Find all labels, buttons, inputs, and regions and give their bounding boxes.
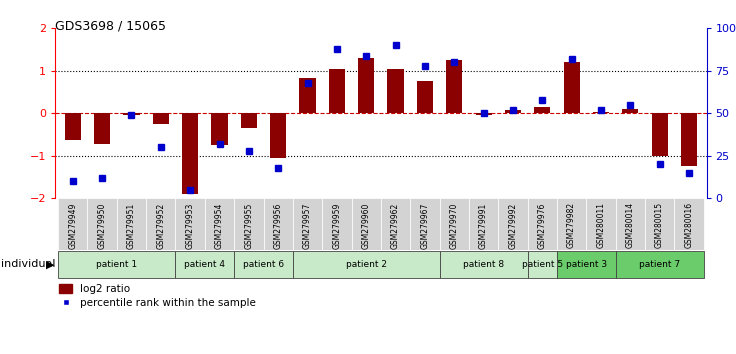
FancyBboxPatch shape	[146, 198, 175, 250]
Text: GSM279954: GSM279954	[215, 202, 224, 249]
Text: GSM279991: GSM279991	[479, 202, 488, 249]
Text: GSM279976: GSM279976	[538, 202, 547, 249]
Bar	[241, 113, 257, 128]
Text: GSM279956: GSM279956	[274, 202, 283, 249]
Bar	[300, 79, 316, 113]
Text: GSM279967: GSM279967	[420, 202, 429, 249]
Text: GDS3698 / 15065: GDS3698 / 15065	[55, 19, 166, 33]
FancyBboxPatch shape	[322, 198, 352, 250]
Bar	[182, 113, 198, 194]
Bar	[446, 60, 462, 113]
FancyBboxPatch shape	[528, 198, 557, 250]
FancyBboxPatch shape	[58, 198, 88, 250]
FancyBboxPatch shape	[439, 198, 469, 250]
Bar	[65, 113, 81, 139]
Text: GSM280015: GSM280015	[655, 202, 664, 249]
FancyBboxPatch shape	[117, 198, 146, 250]
Bar	[651, 113, 668, 156]
FancyBboxPatch shape	[439, 251, 528, 278]
Text: individual: individual	[1, 259, 55, 269]
Bar	[211, 113, 227, 145]
Bar	[534, 107, 551, 113]
Text: patient 5: patient 5	[522, 260, 563, 269]
FancyBboxPatch shape	[410, 198, 439, 250]
FancyBboxPatch shape	[645, 198, 674, 250]
FancyBboxPatch shape	[293, 251, 439, 278]
Text: GSM279950: GSM279950	[98, 202, 107, 249]
FancyBboxPatch shape	[469, 198, 498, 250]
Text: patient 2: patient 2	[346, 260, 386, 269]
Text: GSM279952: GSM279952	[156, 202, 166, 249]
FancyBboxPatch shape	[88, 198, 117, 250]
FancyBboxPatch shape	[58, 251, 175, 278]
Bar	[505, 110, 521, 113]
Bar	[153, 113, 169, 124]
FancyBboxPatch shape	[557, 251, 615, 278]
Bar	[387, 69, 403, 113]
Text: ▶: ▶	[46, 259, 55, 269]
Text: GSM279962: GSM279962	[391, 202, 400, 249]
Bar	[94, 113, 110, 144]
FancyBboxPatch shape	[234, 198, 263, 250]
Text: GSM280011: GSM280011	[596, 202, 606, 249]
Text: patient 7: patient 7	[639, 260, 680, 269]
FancyBboxPatch shape	[615, 198, 645, 250]
FancyBboxPatch shape	[263, 198, 293, 250]
Bar	[270, 113, 286, 158]
Text: patient 6: patient 6	[243, 260, 284, 269]
FancyBboxPatch shape	[615, 251, 704, 278]
FancyBboxPatch shape	[293, 198, 322, 250]
Bar	[564, 62, 580, 113]
FancyBboxPatch shape	[205, 198, 234, 250]
FancyBboxPatch shape	[381, 198, 410, 250]
Text: GSM279982: GSM279982	[567, 202, 576, 249]
FancyBboxPatch shape	[674, 198, 704, 250]
Bar	[475, 113, 492, 115]
Text: GSM280014: GSM280014	[626, 202, 634, 249]
FancyBboxPatch shape	[175, 251, 234, 278]
Text: GSM279955: GSM279955	[244, 202, 253, 249]
Text: patient 4: patient 4	[184, 260, 225, 269]
FancyBboxPatch shape	[234, 251, 293, 278]
FancyBboxPatch shape	[175, 198, 205, 250]
FancyBboxPatch shape	[528, 251, 557, 278]
Text: patient 3: patient 3	[566, 260, 606, 269]
Text: patient 1: patient 1	[96, 260, 138, 269]
Text: GSM279959: GSM279959	[333, 202, 342, 249]
Text: GSM279970: GSM279970	[450, 202, 459, 249]
FancyBboxPatch shape	[352, 198, 381, 250]
Text: GSM280016: GSM280016	[684, 202, 693, 249]
Bar	[329, 69, 345, 113]
Text: GSM279960: GSM279960	[361, 202, 371, 249]
FancyBboxPatch shape	[557, 198, 587, 250]
Bar	[417, 81, 433, 113]
Text: patient 8: patient 8	[463, 260, 504, 269]
Legend: log2 ratio, percentile rank within the sample: log2 ratio, percentile rank within the s…	[55, 280, 261, 312]
Text: GSM279957: GSM279957	[303, 202, 312, 249]
Bar	[358, 58, 375, 113]
Bar	[681, 113, 697, 166]
FancyBboxPatch shape	[587, 198, 615, 250]
Text: GSM279951: GSM279951	[127, 202, 136, 249]
Text: GSM279949: GSM279949	[68, 202, 77, 249]
Bar	[622, 109, 638, 113]
Text: GSM279953: GSM279953	[185, 202, 194, 249]
FancyBboxPatch shape	[498, 198, 528, 250]
Text: GSM279992: GSM279992	[509, 202, 517, 249]
Bar	[124, 113, 140, 115]
